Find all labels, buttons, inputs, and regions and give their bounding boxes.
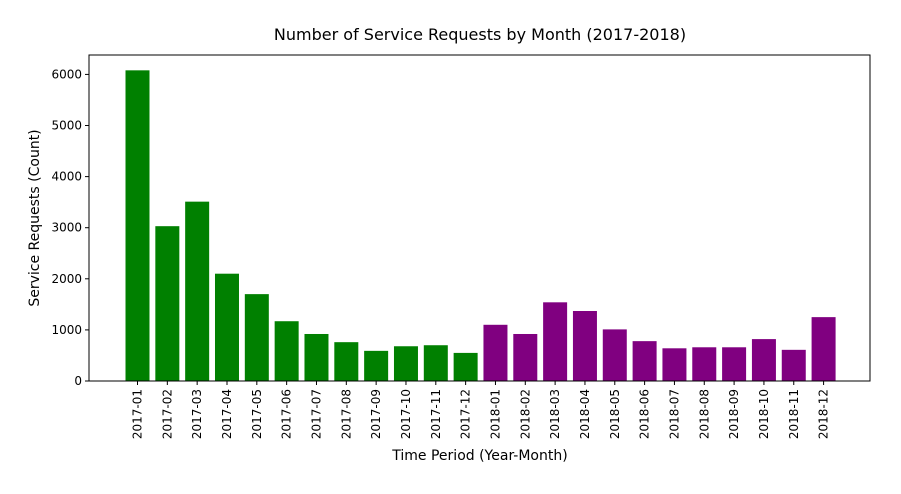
bar-2017-04 [214, 273, 239, 381]
x-tick-label: 2018-01 [488, 389, 502, 439]
bar-2017-05 [244, 294, 269, 381]
x-tick-label: 2017-07 [309, 389, 323, 439]
x-tick-label: 2017-05 [250, 389, 264, 439]
bar-2018-02 [513, 333, 538, 381]
bar-2018-12 [811, 317, 836, 381]
bar-2018-03 [543, 302, 568, 381]
x-axis: 2017-01 2017-02 2017-03 2017-04 2017-05 2017-… [131, 381, 831, 439]
bar-2018-04 [572, 311, 597, 381]
x-tick-label: 2017-09 [369, 389, 383, 439]
bar-2018-09 [722, 347, 747, 381]
chart-title: Number of Service Requests by Month (201… [274, 25, 686, 44]
bar-2018-05 [602, 329, 627, 381]
bar-2017-10 [393, 346, 418, 381]
x-tick-label: 2017-12 [459, 389, 473, 439]
bar-2017-02 [155, 226, 180, 381]
x-tick-label: 2017-11 [429, 389, 443, 439]
x-tick-label: 2017-03 [190, 389, 204, 439]
x-tick-label: 2017-10 [399, 389, 413, 439]
x-tick-label: 2018-08 [697, 389, 711, 439]
x-tick-label: 2018-04 [578, 389, 592, 439]
bar-2018-01 [483, 324, 508, 381]
y-axis: 0 1000 2000 3000 4000 5000 6000 [51, 67, 89, 388]
bar-2018-10 [751, 339, 776, 381]
y-tick-label: 6000 [51, 67, 82, 81]
y-tick-label: 3000 [51, 221, 82, 235]
y-axis-label: Service Requests (Count) [27, 129, 43, 306]
bar-2018-08 [692, 347, 717, 381]
x-tick-label: 2017-08 [339, 389, 353, 439]
bar-2018-06 [632, 341, 657, 381]
x-tick-label: 2018-06 [638, 389, 652, 439]
bars-layer [125, 70, 836, 381]
bar-2017-08 [334, 342, 359, 381]
x-tick-label: 2018-07 [667, 389, 681, 439]
y-tick-label: 0 [74, 374, 82, 388]
x-tick-label: 2018-11 [787, 389, 801, 439]
x-tick-label: 2018-10 [757, 389, 771, 439]
x-tick-label: 2018-02 [518, 389, 532, 439]
bar-2018-07 [662, 348, 687, 381]
bar-2017-03 [185, 201, 210, 381]
bar-2017-12 [453, 352, 478, 381]
x-tick-label: 2018-09 [727, 389, 741, 439]
plot-frame [88, 54, 871, 382]
bar-2018-11 [781, 349, 806, 381]
x-tick-label: 2018-03 [548, 389, 562, 439]
x-tick-label: 2017-04 [220, 389, 234, 439]
y-tick-label: 2000 [51, 272, 82, 286]
bar-2017-11 [423, 345, 448, 381]
y-tick-label: 1000 [51, 323, 82, 337]
x-tick-label: 2018-05 [608, 389, 622, 439]
x-tick-label: 2017-01 [131, 389, 145, 439]
bar-2017-09 [364, 350, 389, 381]
bar-2017-07 [304, 333, 329, 381]
bar-2017-06 [274, 321, 299, 381]
x-tick-label: 2017-06 [280, 389, 294, 439]
y-tick-label: 4000 [51, 170, 82, 184]
y-tick-label: 5000 [51, 119, 82, 133]
x-tick-label: 2017-02 [160, 389, 174, 439]
x-tick-label: 2018-12 [817, 389, 831, 439]
bar-2017-01 [125, 70, 150, 381]
x-axis-label: Time Period (Year-Month) [391, 448, 567, 464]
